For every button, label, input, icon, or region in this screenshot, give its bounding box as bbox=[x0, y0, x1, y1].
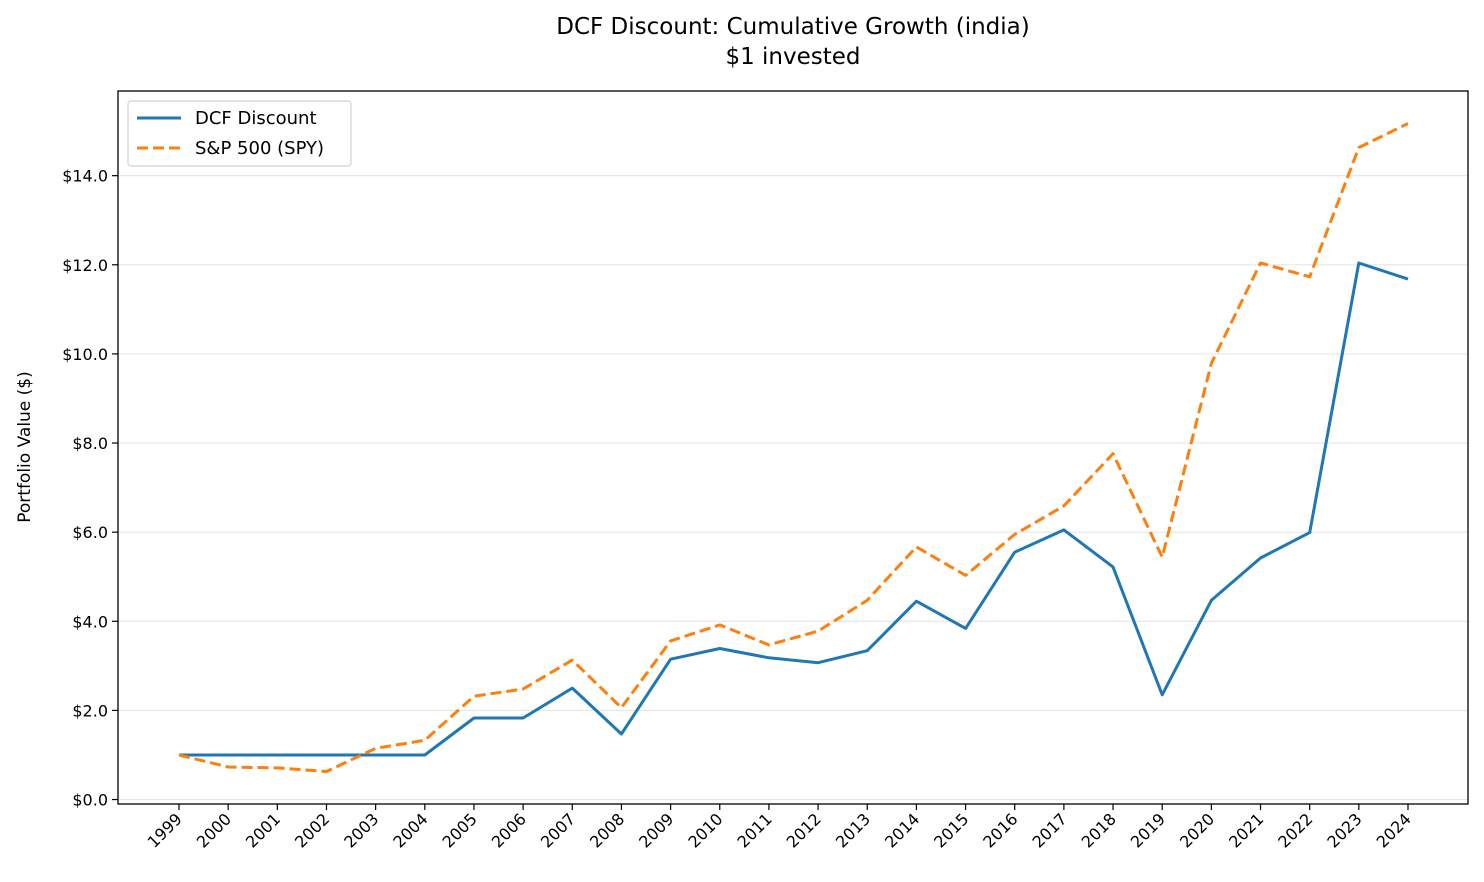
x-tick-label-2022: 2022 bbox=[1274, 809, 1316, 851]
x-tick-label-2010: 2010 bbox=[684, 809, 726, 851]
x-tick-label-2008: 2008 bbox=[586, 809, 628, 851]
x-tick-label-2011: 2011 bbox=[734, 809, 776, 851]
series-line-dcf-discount bbox=[179, 261, 1409, 757]
x-tick-label-2016: 2016 bbox=[979, 809, 1021, 851]
y-tick-label-0: $0.0 bbox=[72, 791, 108, 810]
x-tick-label-2012: 2012 bbox=[783, 809, 825, 851]
x-tick-label-2018: 2018 bbox=[1078, 809, 1120, 851]
x-tick-label-2023: 2023 bbox=[1323, 809, 1365, 851]
x-tick-label-2002: 2002 bbox=[291, 809, 333, 851]
y-axis-ticks: $0.0 $2.0 $4.0 $6.0 $8.0 $10.0 $12.0 $14.0 bbox=[62, 167, 118, 810]
x-tick-label-1999: 1999 bbox=[144, 809, 186, 851]
y-tick-label-1: $2.0 bbox=[72, 701, 108, 720]
legend: DCF Discount S&P 500 (SPY) bbox=[127, 100, 352, 167]
x-tick-label-2020: 2020 bbox=[1176, 809, 1218, 851]
x-tick-label-2001: 2001 bbox=[242, 809, 284, 851]
series-line-s-p-500-spy bbox=[178, 122, 1409, 773]
x-tick-label-2003: 2003 bbox=[340, 809, 382, 851]
x-tick-label-2024: 2024 bbox=[1373, 809, 1415, 851]
x-tick-label-2009: 2009 bbox=[635, 809, 677, 851]
y-tick-label-5: $10.0 bbox=[62, 345, 108, 364]
legend-box bbox=[127, 100, 352, 167]
x-tick-label-2013: 2013 bbox=[832, 809, 874, 851]
y-tick-label-6: $12.0 bbox=[62, 256, 108, 275]
y-tick-label-3: $6.0 bbox=[72, 523, 108, 542]
x-tick-label-2005: 2005 bbox=[439, 809, 481, 851]
chart-title: DCF Discount: Cumulative Growth (india) bbox=[556, 14, 1030, 40]
x-axis-ticks: 1999 2000 2001 2002 2003 2004 2005 2006 2007 2008… bbox=[144, 804, 1415, 852]
grid-lines bbox=[118, 175, 1468, 801]
y-tick-label-7: $14.0 bbox=[62, 167, 108, 186]
plot-frame bbox=[117, 90, 1469, 805]
y-tick-label-4: $8.0 bbox=[72, 434, 108, 453]
x-tick-label-2017: 2017 bbox=[1028, 809, 1070, 851]
legend-label-sp500: S&P 500 (SPY) bbox=[195, 138, 324, 159]
x-tick-label-2021: 2021 bbox=[1225, 809, 1267, 851]
x-tick-label-2000: 2000 bbox=[193, 809, 235, 851]
x-tick-label-2019: 2019 bbox=[1127, 809, 1169, 851]
x-tick-label-2006: 2006 bbox=[488, 809, 530, 851]
y-tick-label-2: $4.0 bbox=[72, 612, 108, 631]
x-tick-label-2014: 2014 bbox=[881, 809, 923, 851]
x-tick-label-2015: 2015 bbox=[930, 809, 972, 851]
series-lines bbox=[178, 122, 1409, 773]
legend-label-dcf-discount: DCF Discount bbox=[195, 108, 317, 129]
chart-subtitle: $1 invested bbox=[725, 44, 860, 70]
x-tick-label-2007: 2007 bbox=[537, 809, 579, 851]
y-axis-label: Portfolio Value ($) bbox=[15, 371, 35, 523]
x-tick-label-2004: 2004 bbox=[389, 809, 431, 851]
